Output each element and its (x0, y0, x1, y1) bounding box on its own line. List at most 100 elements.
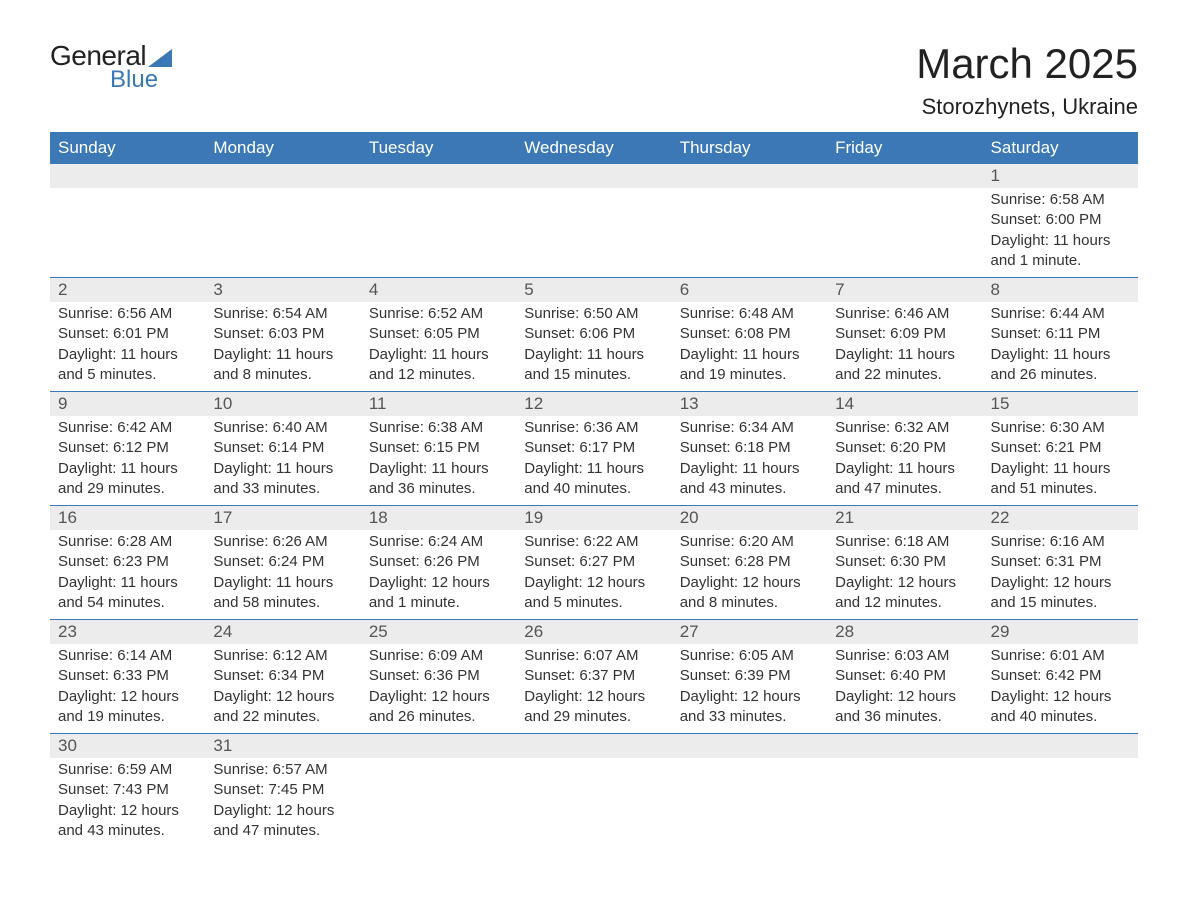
calendar-daynum-cell (672, 734, 827, 759)
daylight-line1: Daylight: 12 hours (213, 801, 352, 821)
calendar-daynum-row: 3031 (50, 734, 1138, 759)
daylight-value-1: 11 hours (276, 574, 333, 591)
day-number (361, 164, 516, 186)
sunrise-line: Sunrise: 6:52 AM (369, 304, 508, 324)
day-details: Sunrise: 6:42 AMSunset: 6:12 PMDaylight:… (50, 416, 205, 505)
daylight-line1: Daylight: 12 hours (835, 573, 974, 593)
daylight-label: Daylight: (991, 460, 1049, 477)
daylight-line2: and 15 minutes. (524, 365, 663, 385)
sunrise-value: 6:07 AM (583, 647, 638, 664)
day-details: Sunrise: 6:26 AMSunset: 6:24 PMDaylight:… (205, 530, 360, 619)
sunset-value: 6:33 PM (113, 667, 169, 684)
calendar-daydata-cell: Sunrise: 6:56 AMSunset: 6:01 PMDaylight:… (50, 302, 205, 392)
calendar-daydata-cell (516, 188, 671, 278)
sunset-value: 6:06 PM (579, 325, 635, 342)
day-number: 22 (983, 506, 1138, 530)
calendar-daynum-cell: 4 (361, 278, 516, 303)
daylight-line2: and 33 minutes. (680, 707, 819, 727)
day-details: Sunrise: 6:48 AMSunset: 6:08 PMDaylight:… (672, 302, 827, 391)
calendar-header-row: Sunday Monday Tuesday Wednesday Thursday… (50, 132, 1138, 164)
sunrise-label: Sunrise: (524, 305, 579, 322)
daylight-line1: Daylight: 11 hours (213, 345, 352, 365)
sunset-line: Sunset: 6:12 PM (58, 438, 197, 458)
day-number: 24 (205, 620, 360, 644)
day-number: 3 (205, 278, 360, 302)
logo: General Blue (50, 40, 172, 100)
sunrise-value: 6:59 AM (117, 761, 172, 778)
sunrise-label: Sunrise: (835, 305, 890, 322)
sunrise-value: 6:20 AM (739, 533, 794, 550)
sunset-value: 6:09 PM (890, 325, 946, 342)
daylight-value-1: 12 hours (121, 688, 179, 705)
calendar-daydata-cell: Sunrise: 6:20 AMSunset: 6:28 PMDaylight:… (672, 530, 827, 620)
daylight-line1: Daylight: 11 hours (680, 345, 819, 365)
sunset-label: Sunset: (991, 325, 1042, 342)
sunset-line: Sunset: 6:40 PM (835, 666, 974, 686)
daylight-line2: and 43 minutes. (680, 479, 819, 499)
calendar-daynum-cell: 24 (205, 620, 360, 645)
sunrise-label: Sunrise: (58, 647, 113, 664)
sunrise-line: Sunrise: 6:38 AM (369, 418, 508, 438)
daylight-label: Daylight: (369, 346, 427, 363)
day-number: 21 (827, 506, 982, 530)
day-number (672, 734, 827, 756)
sunset-value: 6:27 PM (579, 553, 635, 570)
daylight-line1: Daylight: 12 hours (524, 687, 663, 707)
daylight-value-1: 12 hours (431, 688, 489, 705)
sunrise-line: Sunrise: 6:14 AM (58, 646, 197, 666)
calendar-daydata-cell: Sunrise: 6:32 AMSunset: 6:20 PMDaylight:… (827, 416, 982, 506)
sunset-value: 6:28 PM (735, 553, 791, 570)
day-details: Sunrise: 6:28 AMSunset: 6:23 PMDaylight:… (50, 530, 205, 619)
day-details: Sunrise: 6:12 AMSunset: 6:34 PMDaylight:… (205, 644, 360, 733)
sunrise-label: Sunrise: (213, 761, 268, 778)
sunrise-value: 6:34 AM (739, 419, 794, 436)
daylight-value-1: 12 hours (742, 574, 800, 591)
daylight-label: Daylight: (991, 688, 1049, 705)
sunset-label: Sunset: (369, 553, 420, 570)
daylight-line1: Daylight: 11 hours (369, 459, 508, 479)
sunset-line: Sunset: 6:34 PM (213, 666, 352, 686)
daylight-label: Daylight: (524, 460, 582, 477)
calendar-daynum-cell: 19 (516, 506, 671, 531)
daylight-label: Daylight: (991, 232, 1049, 249)
calendar-daydata-cell: Sunrise: 6:52 AMSunset: 6:05 PMDaylight:… (361, 302, 516, 392)
sunset-label: Sunset: (835, 439, 886, 456)
daylight-value-1: 12 hours (587, 574, 645, 591)
sunset-line: Sunset: 6:30 PM (835, 552, 974, 572)
sunset-line: Sunset: 6:21 PM (991, 438, 1130, 458)
sunset-value: 6:08 PM (735, 325, 791, 342)
sunrise-label: Sunrise: (991, 305, 1046, 322)
sunrise-line: Sunrise: 6:46 AM (835, 304, 974, 324)
sunrise-line: Sunrise: 6:18 AM (835, 532, 974, 552)
daylight-label: Daylight: (58, 346, 116, 363)
sunset-label: Sunset: (524, 553, 575, 570)
day-number: 23 (50, 620, 205, 644)
day-details: Sunrise: 6:30 AMSunset: 6:21 PMDaylight:… (983, 416, 1138, 505)
daylight-line1: Daylight: 11 hours (369, 345, 508, 365)
daylight-line2: and 1 minute. (991, 251, 1130, 271)
daylight-line2: and 58 minutes. (213, 593, 352, 613)
daylight-value-1: 12 hours (1053, 574, 1111, 591)
daylight-line1: Daylight: 11 hours (213, 573, 352, 593)
sunset-line: Sunset: 6:37 PM (524, 666, 663, 686)
daylight-label: Daylight: (524, 688, 582, 705)
day-number: 29 (983, 620, 1138, 644)
calendar-daydata-cell: Sunrise: 6:26 AMSunset: 6:24 PMDaylight:… (205, 530, 360, 620)
calendar-daydata-cell: Sunrise: 6:59 AMSunset: 7:43 PMDaylight:… (50, 758, 205, 847)
sunset-label: Sunset: (213, 439, 264, 456)
sunrise-value: 6:36 AM (583, 419, 638, 436)
daylight-label: Daylight: (58, 688, 116, 705)
sunrise-label: Sunrise: (369, 419, 424, 436)
day-number (827, 734, 982, 756)
sunrise-line: Sunrise: 6:44 AM (991, 304, 1130, 324)
sunset-label: Sunset: (680, 325, 731, 342)
day-details: Sunrise: 6:01 AMSunset: 6:42 PMDaylight:… (983, 644, 1138, 733)
calendar-daydata-cell (827, 758, 982, 847)
daylight-line2: and 8 minutes. (680, 593, 819, 613)
daylight-value-1: 12 hours (276, 802, 334, 819)
sunrise-line: Sunrise: 6:05 AM (680, 646, 819, 666)
daylight-line1: Daylight: 12 hours (680, 573, 819, 593)
day-details: Sunrise: 6:40 AMSunset: 6:14 PMDaylight:… (205, 416, 360, 505)
day-number: 18 (361, 506, 516, 530)
day-number (983, 734, 1138, 756)
